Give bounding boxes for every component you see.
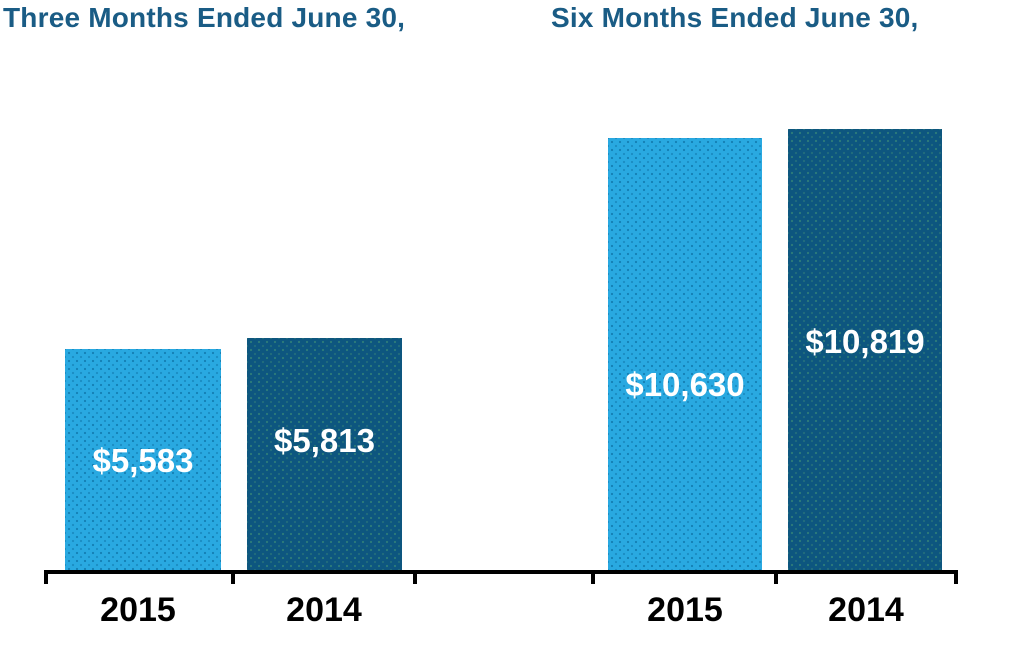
bar-2015-three-months: $5,583	[65, 349, 221, 570]
x-axis-tick	[231, 570, 235, 584]
chart-title-six-months: Six Months Ended June 30,	[551, 2, 919, 33]
x-axis-line	[44, 570, 958, 574]
x-axis-tick	[954, 570, 958, 584]
x-axis-tick	[774, 570, 778, 584]
x-axis-tick	[44, 570, 48, 584]
bar-2015-six-months: $10,630	[608, 138, 762, 570]
x-axis-label-2014-six-months: 2014	[828, 591, 904, 629]
x-axis-label-2015-three-months: 2015	[100, 591, 176, 629]
bar-2014-three-months: $5,813	[247, 338, 402, 570]
chart-title-three-months: Three Months Ended June 30,	[3, 2, 406, 33]
bar-value-label: $5,813	[274, 422, 375, 459]
x-axis-tick	[413, 570, 417, 584]
x-axis-tick	[591, 570, 595, 584]
x-axis-label-2014-three-months: 2014	[286, 591, 362, 629]
x-axis-label-2015-six-months: 2015	[647, 591, 723, 629]
bar-value-label: $5,583	[92, 442, 194, 479]
bar-value-label: $10,630	[625, 366, 745, 403]
bar-value-label: $10,819	[805, 323, 925, 360]
bar-2014-six-months: $10,819	[788, 129, 942, 570]
